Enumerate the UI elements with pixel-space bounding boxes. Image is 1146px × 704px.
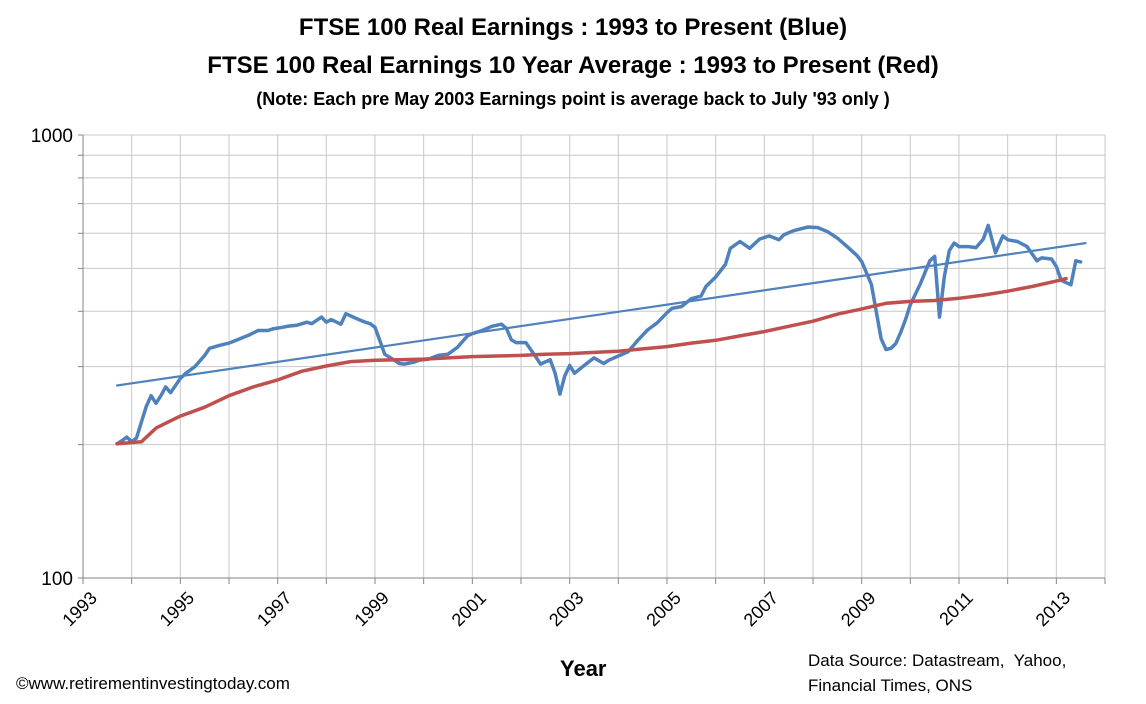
data-source-line: Financial Times, ONS <box>808 676 973 695</box>
chart-subtitle: FTSE 100 Real Earnings 10 Year Average :… <box>207 52 939 79</box>
data-source-line: Data Source: Datastream, Yahoo, <box>808 651 1067 670</box>
x-tick-label: 1993 <box>58 588 100 630</box>
y-tick-label: 1000 <box>31 126 73 147</box>
x-axis-title: Year <box>560 656 607 681</box>
chart-note: (Note: Each pre May 2003 Earnings point … <box>256 89 890 109</box>
trend-line <box>115 242 1087 387</box>
x-tick-label: 2009 <box>837 588 879 630</box>
x-tick-label: 2001 <box>448 588 490 630</box>
ten-year-average-line <box>115 276 1068 446</box>
copyright-text: ©www.retirementinvestingtoday.com <box>16 674 290 693</box>
x-tick-label: 1999 <box>350 588 392 630</box>
x-tick-label: 2005 <box>642 588 684 630</box>
x-tick-label: 2011 <box>935 588 977 630</box>
x-tick-label: 1997 <box>253 588 295 630</box>
x-tick-label: 2003 <box>545 588 587 630</box>
x-tick-label: 2007 <box>740 588 782 630</box>
data-source-note: Data Source: Datastream, Yahoo, Financia… <box>808 648 1066 698</box>
chart-title: FTSE 100 Real Earnings : 1993 to Present… <box>298 14 848 41</box>
real-earnings-line <box>115 223 1083 446</box>
y-tick-label: 100 <box>41 569 73 590</box>
x-tick-label: 1995 <box>156 588 198 630</box>
x-tick-label: 2013 <box>1032 588 1074 630</box>
